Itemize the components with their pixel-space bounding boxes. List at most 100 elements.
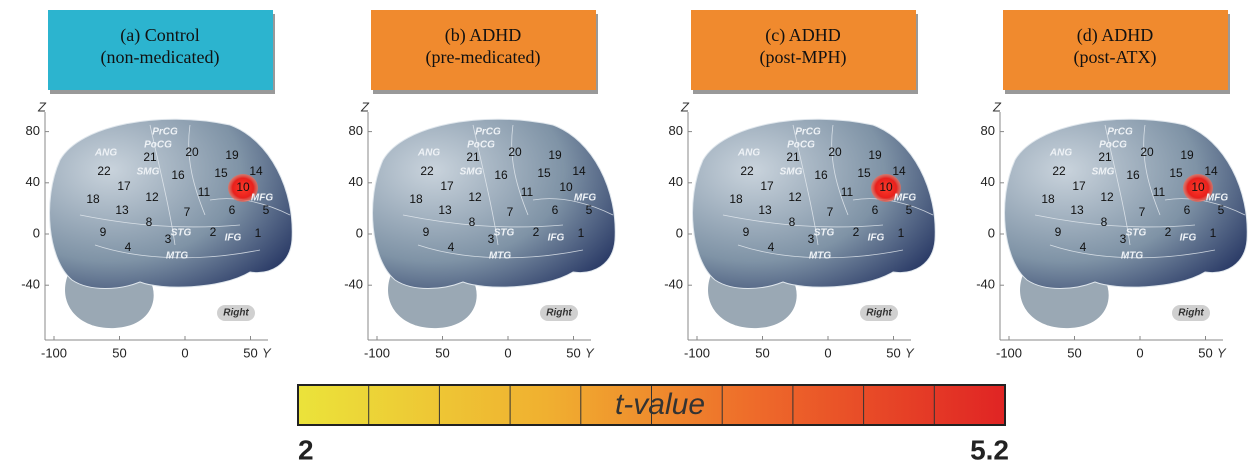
side-label: Right xyxy=(546,308,572,319)
channel-label: 8 xyxy=(146,215,153,229)
header-text: (non-medicated) xyxy=(101,47,220,68)
channel-label: 14 xyxy=(572,164,586,178)
channel-label: 10 xyxy=(236,180,250,194)
region-label: STG xyxy=(814,228,835,239)
region-label: PrCG xyxy=(795,127,821,138)
region-label: IFG xyxy=(225,233,242,244)
channel-label: 12 xyxy=(145,190,159,204)
channel-label: 14 xyxy=(249,164,263,178)
channel-label: 17 xyxy=(440,179,454,193)
z-tick-label: 0 xyxy=(33,225,40,240)
channel-label: 10 xyxy=(1191,180,1205,194)
channel-label: 2 xyxy=(853,225,860,239)
z-tick-label: -40 xyxy=(976,277,995,292)
channel-label: 2 xyxy=(533,225,540,239)
channel-label: 19 xyxy=(868,148,882,162)
channel-label: 18 xyxy=(409,192,423,206)
channel-label: 9 xyxy=(1055,225,1062,239)
channel-label: 2 xyxy=(1165,225,1172,239)
channel-label: 8 xyxy=(1101,215,1108,229)
region-label: ANG xyxy=(417,148,440,159)
channel-label: 20 xyxy=(185,145,199,159)
region-label: MTG xyxy=(166,251,188,262)
channel-label: 16 xyxy=(814,168,828,182)
channel-label: 11 xyxy=(1153,185,1166,199)
channel-label: 1 xyxy=(1210,226,1217,240)
channel-label: 6 xyxy=(229,203,236,217)
channel-label: 15 xyxy=(214,166,228,180)
region-label: ANG xyxy=(94,148,117,159)
channel-label: 16 xyxy=(494,168,508,182)
region-label: PrCG xyxy=(152,127,178,138)
channel-label: 13 xyxy=(438,203,452,217)
axis-label: Y xyxy=(905,345,915,360)
channel-label: 18 xyxy=(1041,192,1055,206)
channel-label: 17 xyxy=(1072,179,1086,193)
channel-label: 22 xyxy=(97,164,111,178)
channel-label: 22 xyxy=(420,164,434,178)
panel: (b) ADHD(pre-medicated)ZY80400-40-100500… xyxy=(344,10,615,360)
channel-label: 22 xyxy=(1052,164,1066,178)
channel-label: 6 xyxy=(552,203,559,217)
y-tick-label: 0 xyxy=(1136,345,1143,360)
region-label: PrCG xyxy=(475,127,501,138)
channel-label: 1 xyxy=(898,226,905,240)
axis-label: Y xyxy=(262,345,272,360)
z-tick-label: -40 xyxy=(21,277,40,292)
channel-label: 18 xyxy=(729,192,743,206)
header-text: (d) ADHD xyxy=(1077,25,1154,46)
panel: (a) Control(non-medicated)ZY80400-40-100… xyxy=(21,10,292,360)
z-tick-label: 0 xyxy=(356,225,363,240)
header-text: (post-MPH) xyxy=(759,47,846,68)
region-label: STG xyxy=(494,228,515,239)
channel-label: 21 xyxy=(466,150,480,164)
channel-label: 13 xyxy=(115,203,129,217)
y-tick-label: -100 xyxy=(996,345,1022,360)
channel-label: 7 xyxy=(1139,205,1146,219)
axis-label: Y xyxy=(1217,345,1227,360)
y-tick-label: 50 xyxy=(1198,345,1212,360)
channel-label: 17 xyxy=(117,179,131,193)
axis-label: Y xyxy=(585,345,595,360)
region-label: ANG xyxy=(737,148,760,159)
colorbar-label: t-value xyxy=(615,388,705,421)
channel-label: 5 xyxy=(263,203,270,217)
channel-label: 19 xyxy=(225,148,239,162)
region-label: MTG xyxy=(809,251,831,262)
figure: (a) Control(non-medicated)ZY80400-40-100… xyxy=(0,0,1255,467)
y-tick-label: 50 xyxy=(112,345,126,360)
y-tick-label: 50 xyxy=(435,345,449,360)
channel-label: 10 xyxy=(879,180,893,194)
side-label: Right xyxy=(1178,308,1204,319)
z-tick-label: 40 xyxy=(669,174,683,189)
y-tick-label: 50 xyxy=(243,345,257,360)
channel-label: 9 xyxy=(100,225,107,239)
channel-label: 21 xyxy=(786,150,800,164)
channel-label: 19 xyxy=(1180,148,1194,162)
colorbar-min: 2 xyxy=(298,434,314,465)
region-label: MTG xyxy=(1121,251,1143,262)
region-label: MFG xyxy=(251,193,273,204)
y-tick-label: -100 xyxy=(684,345,710,360)
region-label: SMG xyxy=(137,167,160,178)
channel-label: 4 xyxy=(1080,240,1087,254)
channel-label: 4 xyxy=(125,240,132,254)
z-tick-label: 40 xyxy=(981,174,995,189)
channel-label: 3 xyxy=(1120,232,1127,246)
channel-label: 11 xyxy=(198,185,211,199)
axis-label: Z xyxy=(992,99,1002,114)
channel-label: 5 xyxy=(1218,203,1225,217)
channel-label: 1 xyxy=(578,226,585,240)
channel-label: 8 xyxy=(469,215,476,229)
side-label: Right xyxy=(223,308,249,319)
channel-label: 15 xyxy=(1169,166,1183,180)
axis-label: Z xyxy=(360,99,370,114)
region-label: IFG xyxy=(868,233,885,244)
channel-label: 11 xyxy=(521,185,534,199)
y-tick-label: 50 xyxy=(886,345,900,360)
header-text: (pre-medicated) xyxy=(426,47,541,68)
channel-label: 15 xyxy=(857,166,871,180)
region-label: PoCG xyxy=(787,140,815,151)
header-text: (a) Control xyxy=(120,25,199,46)
